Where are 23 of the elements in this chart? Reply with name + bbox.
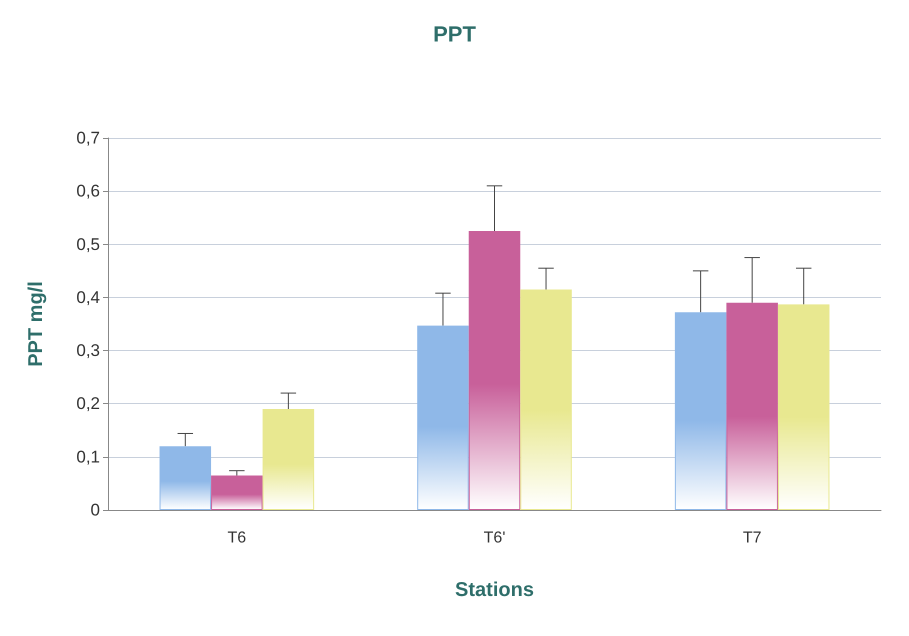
x-tick-label: T7: [742, 530, 762, 546]
x-axis-title: Stations: [455, 579, 534, 601]
y-tick-label: 0: [90, 500, 100, 520]
y-tick-label: 0,7: [76, 128, 100, 148]
bar: [778, 304, 830, 510]
y-tick-label: 0,6: [76, 182, 100, 201]
x-tick-label: T6': [484, 530, 506, 546]
y-tick-label: 0,1: [76, 447, 100, 466]
chart-title: PPT: [433, 22, 476, 46]
y-tick-label: 0,4: [76, 288, 100, 307]
bar: [262, 409, 314, 510]
bar: [520, 289, 572, 510]
y-axis-title: PPT mg/l: [25, 281, 47, 367]
y-tick-label: 0,3: [76, 341, 100, 360]
bar: [417, 326, 469, 510]
y-tick-label: 0,5: [76, 234, 100, 254]
bar: [211, 475, 263, 510]
bar: [468, 231, 520, 510]
bar: [160, 446, 212, 510]
bar: [726, 302, 778, 510]
x-tick-label: T6: [227, 530, 246, 546]
y-tick-label: 0,2: [76, 394, 100, 414]
bar: [674, 312, 726, 510]
